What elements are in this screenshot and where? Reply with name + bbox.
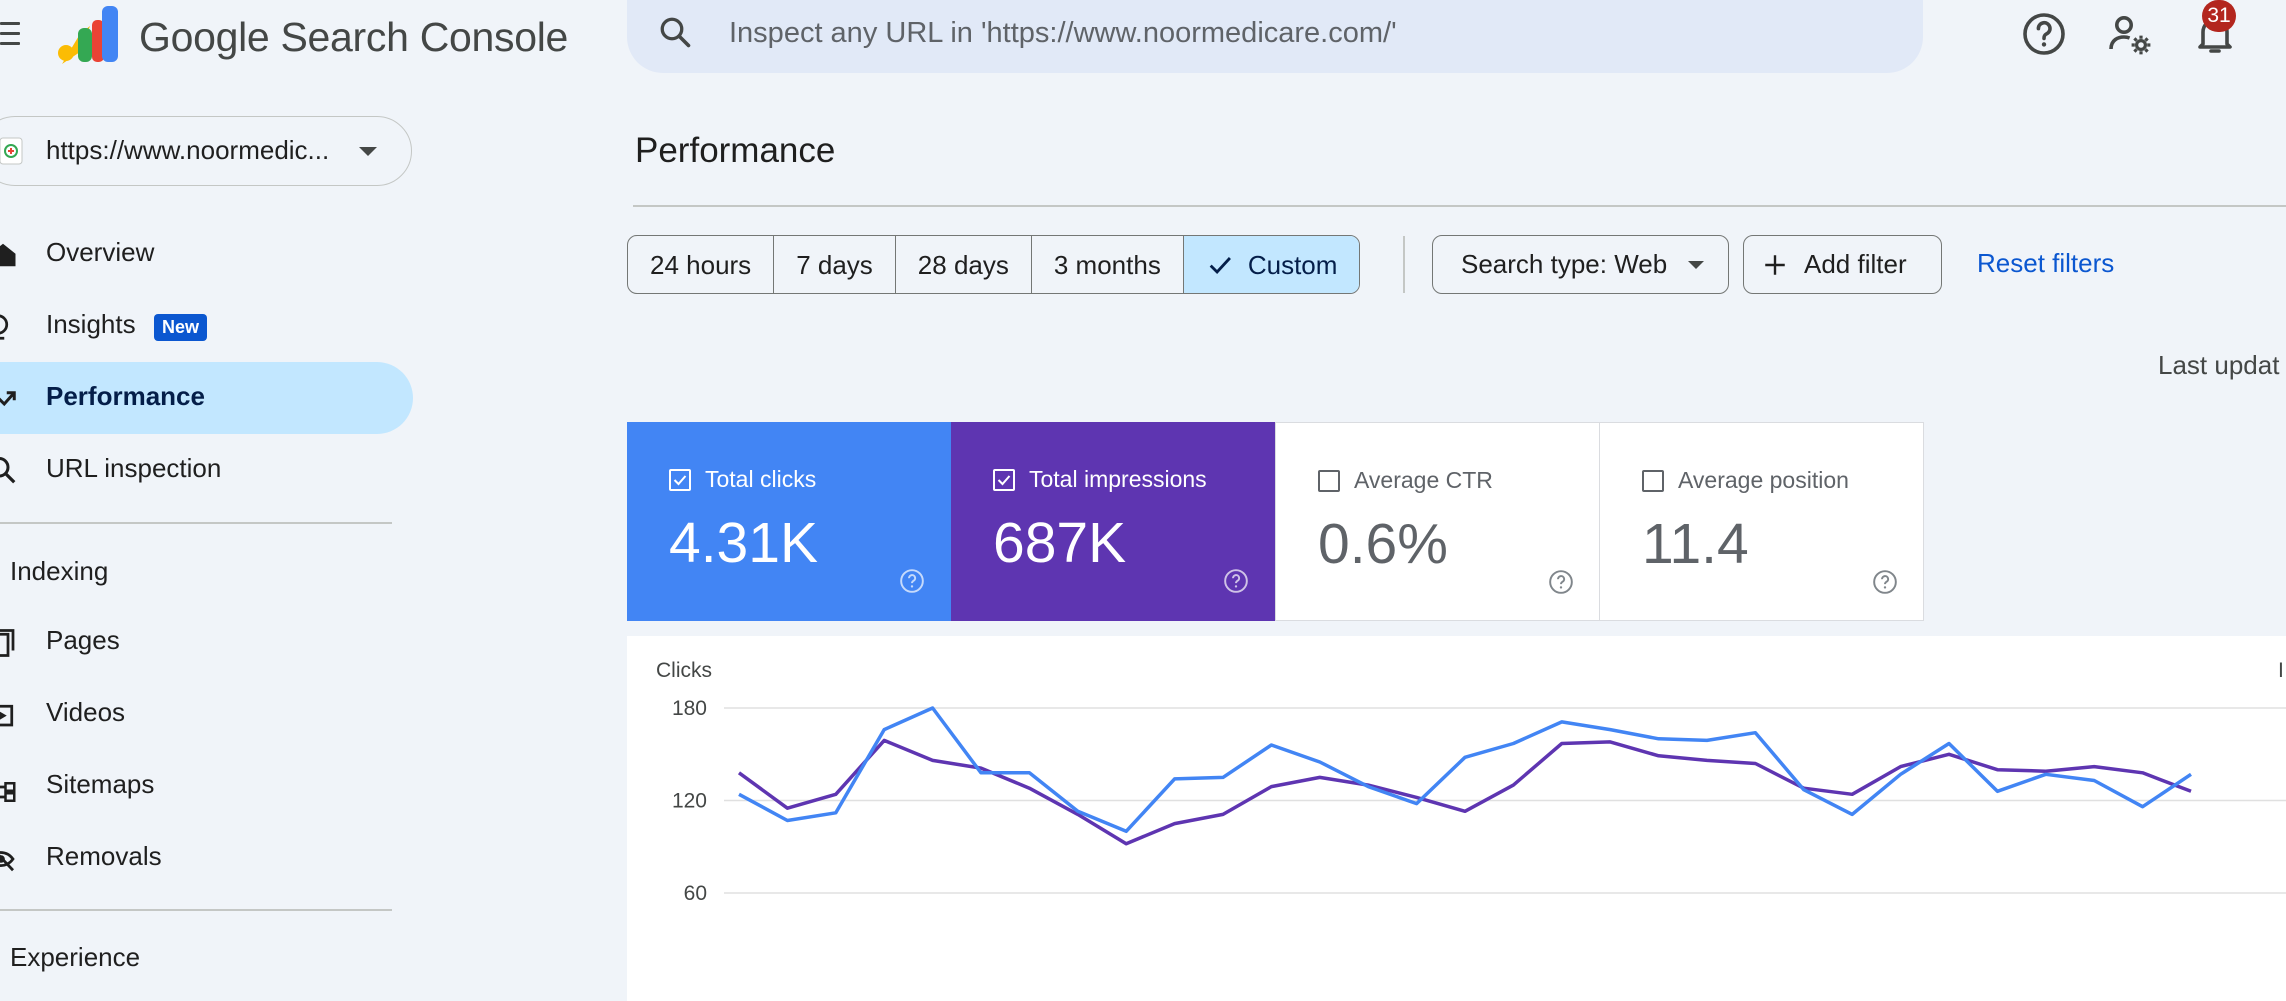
range-custom-button[interactable]: Custom: [1183, 236, 1360, 293]
check-icon: [1209, 256, 1231, 274]
removal-icon: [0, 851, 15, 872]
search-type-filter-button[interactable]: Search type: Web: [1432, 235, 1729, 294]
title-divider: [633, 205, 2286, 207]
chevron-down-icon: [1688, 261, 1704, 269]
last-updated-text: Last updat: [2158, 350, 2280, 380]
metric-value: 4.31K: [669, 511, 818, 575]
y-axis-label: Clicks: [656, 659, 712, 682]
date-range-selector: 24 hours 7 days 28 days 3 months Custom: [627, 235, 1361, 294]
video-icon: [0, 704, 14, 727]
help-icon[interactable]: [899, 568, 925, 594]
menu-icon-bar: [0, 42, 20, 45]
url-inspection-search-bar[interactable]: [627, 0, 1923, 73]
metric-label: Average CTR: [1354, 467, 1493, 493]
metric-label: Total impressions: [1029, 466, 1207, 492]
sidebar-item-label: Pages: [46, 625, 120, 655]
search-icon: [0, 457, 16, 484]
metric-label: Average position: [1678, 467, 1849, 493]
metric-card-average-position[interactable]: Average position 11.4: [1599, 422, 1924, 621]
help-icon[interactable]: [1223, 568, 1249, 594]
metric-value: 0.6%: [1318, 512, 1448, 576]
checkbox-unchecked[interactable]: [1318, 470, 1340, 492]
checkbox-unchecked[interactable]: [1642, 470, 1664, 492]
range-28-days-button[interactable]: 28 days: [896, 236, 1032, 293]
help-icon[interactable]: [1548, 569, 1574, 595]
help-icon[interactable]: [2020, 10, 2068, 58]
new-badge: New: [154, 314, 208, 341]
metric-card-average-ctr[interactable]: Average CTR 0.6%: [1275, 422, 1600, 621]
search-console-logo: [58, 6, 118, 64]
property-selector[interactable]: https://www.noormedic...: [0, 116, 412, 186]
menu-icon-bar: [0, 32, 20, 35]
checkbox-checked[interactable]: [669, 469, 691, 491]
range-custom-label: Custom: [1247, 249, 1338, 280]
right-axis-label: I: [2278, 659, 2284, 682]
metric-value: 687K: [993, 511, 1127, 575]
toolbar-separator: [1403, 236, 1405, 293]
chevron-down-icon: [359, 147, 377, 156]
help-icon[interactable]: [1872, 569, 1898, 595]
page-title: Performance: [635, 131, 836, 170]
main-menu-button[interactable]: [0, 14, 26, 54]
y-tick-label: 120: [672, 790, 707, 813]
url-inspection-input[interactable]: [727, 12, 1831, 54]
sidebar-divider: [0, 522, 392, 524]
app-title: Google Search Console: [139, 14, 569, 60]
sidebar-item-label: Overview: [46, 237, 155, 267]
search-type-label: Search type: Web: [1461, 249, 1668, 279]
sidebar-item-label: Removals: [46, 841, 162, 871]
y-tick-label: 180: [672, 697, 707, 720]
sidebar-section-indexing: Indexing: [10, 556, 109, 586]
property-name: https://www.noormedic...: [46, 135, 330, 165]
range-7-days-button[interactable]: 7 days: [774, 236, 896, 293]
sidebar-item-label: Videos: [46, 697, 126, 727]
sidebar-item-label: Sitemaps: [46, 769, 155, 799]
plus-icon: [1765, 255, 1785, 275]
sidebar-item-sitemaps[interactable]: Sitemaps: [0, 750, 413, 822]
property-favicon-icon: [0, 137, 23, 165]
sidebar-divider: [0, 909, 392, 911]
add-filter-label: Add filter: [1804, 249, 1907, 279]
y-tick-label: 60: [684, 882, 707, 905]
series-line-clicks: [738, 706, 2192, 834]
sidebar-item-label: Performance: [46, 381, 205, 411]
sidebar-item-videos[interactable]: Videos: [0, 678, 413, 750]
pages-icon: [0, 629, 15, 657]
manage-users-icon[interactable]: [2106, 10, 2154, 58]
sitemap-icon: [0, 782, 16, 802]
sidebar-item-pages[interactable]: Pages: [0, 606, 413, 678]
sidebar-item-performance[interactable]: Performance: [0, 362, 413, 434]
range-3-months-button[interactable]: 3 months: [1032, 236, 1184, 293]
lightbulb-icon: [0, 314, 9, 340]
performance-chart: Clicks I 180 120 60: [627, 636, 2286, 1001]
metric-card-total-impressions[interactable]: Total impressions 687K: [951, 422, 1276, 621]
sidebar-item-label: URL inspection: [46, 453, 222, 483]
search-icon[interactable]: [657, 14, 693, 50]
notification-count-badge: 31: [2202, 0, 2236, 32]
reset-filters-link[interactable]: Reset filters: [1977, 248, 2115, 278]
sidebar-item-insights[interactable]: Insights New: [0, 290, 413, 362]
series-line-impressions: [737, 738, 2192, 846]
trending-up-icon: [0, 391, 16, 407]
add-filter-button[interactable]: Add filter: [1743, 235, 1942, 294]
sidebar-item-label: Insights: [46, 309, 136, 339]
line-chart: Clicks I 180 120 60: [656, 659, 2286, 905]
metric-value: 11.4: [1642, 512, 1749, 576]
metric-card-total-clicks[interactable]: Total clicks 4.31K: [627, 422, 952, 621]
menu-icon-bar: [0, 22, 20, 25]
sidebar-section-experience: Experience: [10, 942, 141, 972]
checkbox-checked[interactable]: [993, 469, 1015, 491]
sidebar-item-removals[interactable]: Removals: [0, 822, 413, 894]
range-24-hours-button[interactable]: 24 hours: [628, 236, 775, 293]
metric-label: Total clicks: [705, 466, 817, 492]
home-icon: [0, 243, 16, 267]
sidebar-item-overview[interactable]: Overview: [0, 218, 413, 290]
sidebar-item-url-inspection[interactable]: URL inspection: [0, 434, 413, 506]
